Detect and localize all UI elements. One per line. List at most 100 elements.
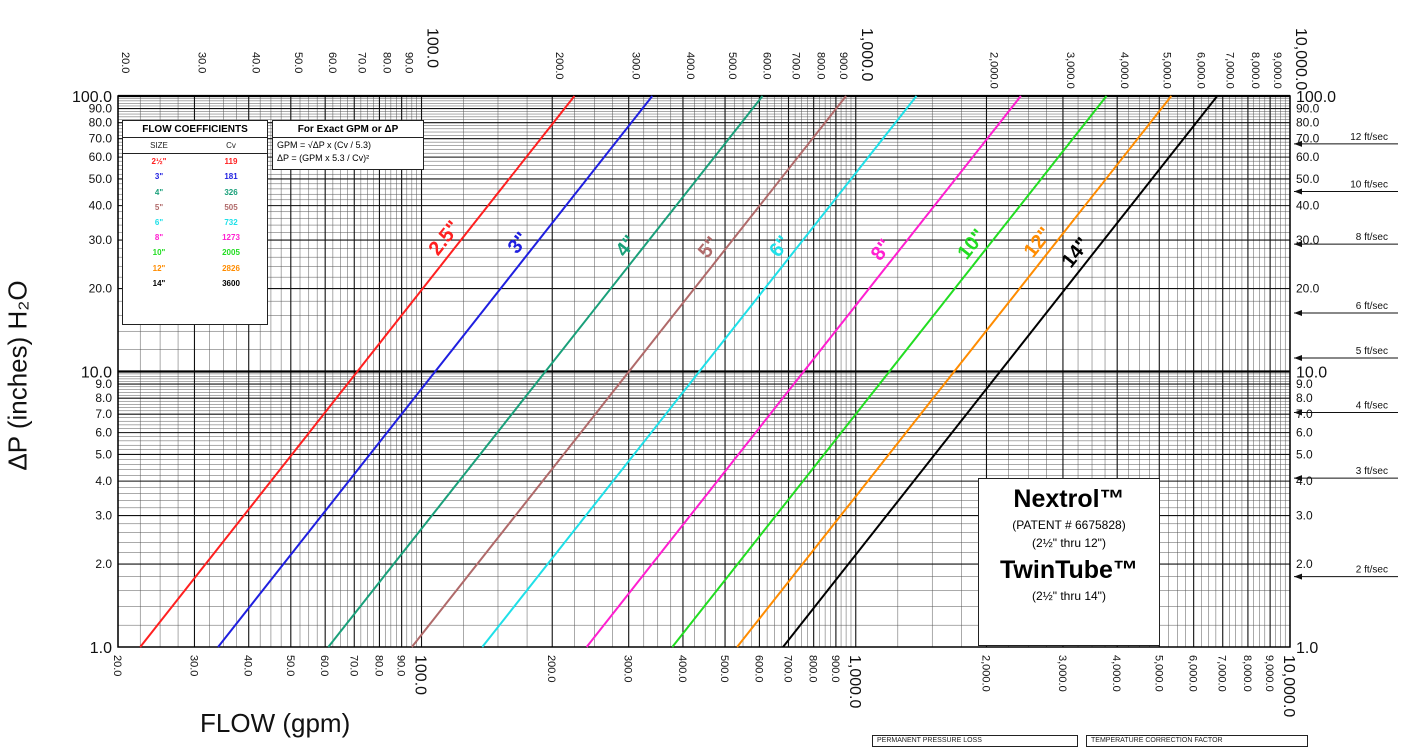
pipe-size: 4" (154, 187, 164, 197)
velocity-marker-label: 2 ft/sec (1356, 565, 1388, 576)
x-tick-label-bottom: 300.0 (622, 655, 634, 683)
cv-value: 119 (224, 157, 238, 167)
x-tick-label-top: 2,000.0 (987, 52, 999, 89)
x-tick-label-top: 700.0 (789, 52, 801, 80)
flow-coefficient-row: 6" 732 (123, 215, 267, 230)
velocity-marker-arrow (1294, 188, 1302, 195)
y-tick-label-left: 6.0 (95, 426, 112, 440)
y-tick-label-left: 80.0 (89, 116, 113, 130)
cv-value: 3600 (222, 278, 240, 288)
flow-coefficients-rows: 2½" 119 3" 181 4" 326 5" 505 6" 732 8" 1273 10" 2005 1… (123, 154, 267, 291)
y-tick-label-right: 2.0 (1296, 557, 1313, 571)
pipe-size: 10" (152, 248, 166, 258)
y-tick-label-left: 40.0 (89, 199, 113, 213)
x-tick-label-bottom: 3,000.0 (1056, 655, 1068, 692)
x-tick-label-top: 3,000.0 (1064, 52, 1076, 89)
x-tick-label-top: 50.0 (292, 52, 304, 73)
cv-value: 732 (224, 217, 238, 227)
dp-formula: ΔP = (GPM x 5.3 / Cv)² (277, 153, 370, 163)
x-tick-label-top: 70.0 (355, 52, 367, 73)
x-tick-label-bottom: 20.0 (111, 655, 123, 676)
flow-coefficients-header-row: SIZE Cv (123, 138, 267, 155)
cv-value: 2005 (222, 248, 240, 258)
flow-coefficient-row: 8" 1273 (123, 230, 267, 245)
cv-value: 326 (224, 187, 238, 197)
velocity-marker-label: 12 ft/sec (1350, 132, 1388, 143)
pipe-size: 5" (154, 202, 164, 212)
series-line (139, 95, 576, 648)
x-tick-label-top: 500.0 (726, 52, 738, 80)
x-tick-label-bottom: 40.0 (242, 655, 254, 676)
permanent-pressure-loss-box: PERMANENT PRESSURE LOSS (872, 735, 1078, 747)
flow-coefficient-row: 3" 181 (123, 169, 267, 184)
size-column-header: SIZE (150, 141, 168, 150)
x-tick-label-top: 600.0 (760, 52, 772, 80)
series-line (585, 95, 1022, 648)
x-tick-label-top: 9,000.0 (1271, 52, 1283, 89)
brand-box: Nextrol™ (PATENT # 6675828) (2½" thru 12… (978, 478, 1160, 646)
y-tick-label-left: 7.0 (95, 407, 112, 421)
x-tick-label-top: 30.0 (195, 52, 207, 73)
velocity-marker-label: 6 ft/sec (1356, 301, 1388, 312)
x-tick-label-bottom: 80.0 (372, 655, 384, 676)
flow-coefficients-title: FLOW COEFFICIENTS (123, 121, 267, 138)
y-tick-label-right: 5.0 (1296, 447, 1313, 461)
y-tick-label-right: 1.0 (1296, 640, 1318, 657)
pipe-size: 6" (154, 217, 164, 227)
x-tick-label-bottom: 4,000.0 (1110, 655, 1122, 692)
velocity-marker-arrow (1294, 241, 1302, 248)
y-tick-label-left: 30.0 (89, 233, 113, 247)
y-axis-title: ΔP (inches) H₂O (2, 280, 33, 471)
y-tick-label-left: 8.0 (95, 391, 112, 405)
nextrol-size-range: (2½" thru 12") (1032, 536, 1106, 550)
x-tick-label-bottom: 30.0 (187, 655, 199, 676)
y-tick-label-left: 1.0 (90, 640, 112, 657)
y-tick-label-right: 80.0 (1296, 116, 1320, 130)
series-label: 10" (953, 225, 990, 264)
y-tick-label-left: 20.0 (89, 282, 113, 296)
y-tick-label-right: 3.0 (1296, 509, 1313, 523)
y-tick-label-right: 6.0 (1296, 426, 1313, 440)
x-tick-label-top: 100.0 (424, 28, 441, 68)
x-tick-label-top: 400.0 (684, 52, 696, 80)
x-tick-label-top: 8,000.0 (1249, 52, 1261, 89)
x-tick-label-bottom: 500.0 (718, 655, 730, 683)
x-tick-label-bottom: 1,000.0 (846, 655, 863, 708)
y-tick-label-left: 60.0 (89, 150, 113, 164)
y-tick-label-left: 9.0 (95, 377, 112, 391)
x-tick-label-bottom: 9,000.0 (1263, 655, 1275, 692)
x-tick-label-bottom: 8,000.0 (1241, 655, 1253, 692)
x-tick-label-top: 800.0 (815, 52, 827, 80)
pipe-size: 8" (154, 233, 164, 243)
x-tick-label-top: 10,000.0 (1292, 28, 1309, 90)
x-tick-label-bottom: 5,000.0 (1152, 655, 1164, 692)
velocity-marker-label: 5 ft/sec (1356, 346, 1388, 357)
cv-value: 1273 (222, 233, 240, 243)
y-tick-label-right: 20.0 (1296, 282, 1320, 296)
series-label: 2.5" (425, 217, 465, 260)
flow-coefficient-row: 2½" 119 (123, 154, 267, 169)
series-line (217, 95, 654, 648)
cv-value: 2826 (222, 263, 240, 273)
series-line (411, 95, 847, 648)
velocity-marker-label: 4 ft/sec (1356, 400, 1388, 411)
x-tick-label-top: 40.0 (250, 52, 262, 73)
y-tick-label-right: 40.0 (1296, 199, 1320, 213)
x-tick-label-top: 4,000.0 (1118, 52, 1130, 89)
x-tick-label-bottom: 10,000.0 (1280, 655, 1297, 717)
cv-value: 181 (224, 172, 238, 182)
x-tick-label-bottom: 900.0 (829, 655, 841, 683)
y-tick-label-left: 4.0 (95, 474, 112, 488)
pipe-size: 2½" (151, 157, 167, 167)
y-tick-label-left: 3.0 (95, 509, 112, 523)
series-line (327, 95, 764, 648)
velocity-marker-arrow (1294, 409, 1302, 416)
x-tick-label-top: 5,000.0 (1160, 52, 1172, 89)
y-tick-label-right: 8.0 (1296, 391, 1313, 405)
x-tick-label-top: 60.0 (326, 52, 338, 73)
x-tick-label-bottom: 200.0 (545, 655, 557, 683)
x-tick-label-bottom: 400.0 (676, 655, 688, 683)
temperature-correction-box: TEMPERATURE CORRECTION FACTOR (1086, 735, 1308, 747)
y-tick-label-right: 10.0 (1296, 365, 1327, 382)
y-tick-label-left: 50.0 (89, 172, 113, 186)
